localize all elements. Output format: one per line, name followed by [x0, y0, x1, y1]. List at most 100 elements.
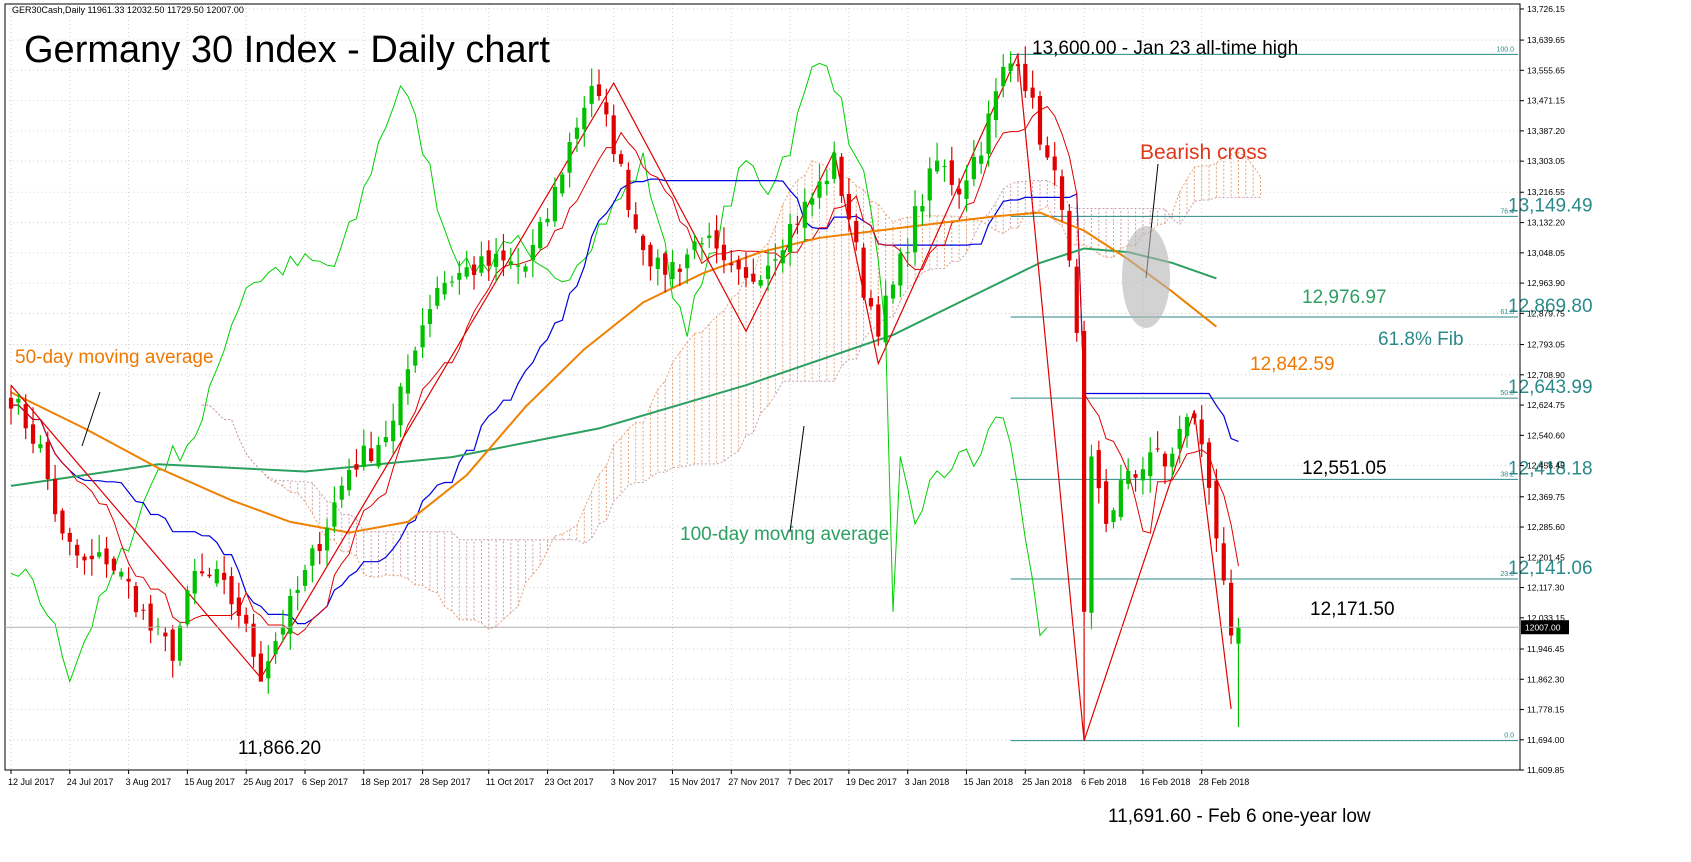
x-tick-label: 24 Jul 2017 — [67, 777, 114, 787]
y-tick-label: 13,216.55 — [1527, 187, 1565, 197]
candle-body — [810, 198, 815, 205]
candle-body — [846, 193, 851, 220]
candle-body — [721, 244, 727, 261]
current-price-box — [1521, 620, 1569, 635]
candle-body — [376, 444, 381, 467]
candle-body — [324, 527, 330, 551]
candle-body — [1170, 453, 1175, 467]
x-tick-label: 27 Nov 2017 — [728, 777, 779, 787]
annotation-kijun-value: 12,551.05 — [1302, 458, 1387, 479]
fib-level-value: 13,149.49 — [1508, 195, 1593, 216]
x-tick-label: 6 Sep 2017 — [302, 777, 348, 787]
x-tick-label: 3 Nov 2017 — [611, 777, 657, 787]
candle-body — [1126, 470, 1131, 484]
candle-body — [890, 284, 896, 299]
candle-body — [604, 102, 609, 115]
candle-body — [133, 586, 139, 613]
y-tick-label: 13,048.05 — [1527, 248, 1565, 258]
y-tick-label: 13,132.20 — [1527, 218, 1565, 228]
candle-body — [611, 115, 616, 155]
candle-body — [1074, 266, 1079, 333]
candle-body — [729, 263, 734, 266]
candle-body — [464, 267, 469, 277]
candle-body — [868, 298, 874, 307]
chart-title: Germany 30 Index - Daily chart — [24, 29, 550, 71]
candle-body — [427, 309, 433, 324]
candle-body — [832, 152, 837, 179]
candle-body — [391, 420, 396, 442]
candle-body — [222, 572, 227, 580]
candle-body — [82, 556, 87, 561]
candle-body — [1155, 448, 1160, 450]
fib-level-pct: 61.8 — [1500, 309, 1514, 316]
candle-body — [347, 469, 352, 491]
candle-body — [1214, 480, 1219, 539]
candle-body — [1015, 64, 1021, 67]
candle-body — [545, 218, 550, 223]
pointer-ma50 — [81, 391, 101, 447]
annotation-bearish-cross: Bearish cross — [1140, 141, 1267, 164]
tenkan-sen — [11, 105, 1239, 636]
axes: 13,726.15 13,639.65 13,555.65 13,471.15 13,3… — [4, 3, 1569, 787]
candle-body — [442, 282, 447, 295]
y-tick-label: 13,555.65 — [1527, 65, 1565, 75]
candle-body — [1037, 95, 1043, 145]
candle-body — [273, 641, 278, 655]
x-tick-label: 11 Oct 2017 — [486, 777, 534, 787]
candle-body — [302, 570, 308, 586]
x-tick-label: 25 Jan 2018 — [1022, 777, 1072, 787]
x-tick-label: 7 Dec 2017 — [787, 777, 833, 787]
candle-body — [927, 168, 932, 201]
candle-body — [979, 155, 984, 164]
candle-body — [670, 261, 675, 280]
y-tick-label: 13,639.65 — [1527, 35, 1565, 45]
candle-body — [920, 206, 925, 212]
candle-body — [280, 627, 286, 635]
candle-body — [1082, 331, 1087, 612]
candle-body — [839, 156, 844, 196]
y-tick-label: 11,778.15 — [1527, 705, 1564, 715]
candle-body — [75, 544, 80, 556]
candle-body — [435, 287, 440, 306]
y-tick-label: 11,609.85 — [1527, 765, 1564, 775]
candle-body — [1030, 87, 1035, 98]
candle-body — [1096, 450, 1101, 489]
candle-body — [1067, 210, 1072, 261]
fib-level-value: 12,141.06 — [1508, 558, 1593, 579]
candle-body — [89, 555, 94, 560]
annotation-ma100-value: 12,976.97 — [1302, 287, 1387, 308]
candle-body — [288, 595, 293, 634]
y-tick-label: 11,946.45 — [1527, 644, 1564, 654]
candle-body — [1111, 510, 1116, 523]
candle-body — [905, 252, 910, 254]
y-tick-label: 12,963.90 — [1527, 278, 1565, 288]
y-tick-label: 12,285.60 — [1527, 522, 1565, 532]
candle-body — [369, 448, 374, 462]
x-tick-label: 25 Aug 2017 — [243, 777, 294, 787]
candle-body — [192, 571, 197, 594]
candle-body — [942, 166, 947, 168]
candle-body — [912, 206, 918, 253]
fib-level-pct: 23.6 — [1500, 571, 1514, 578]
candle-body — [67, 532, 72, 542]
candle-body — [479, 256, 484, 273]
candle-body — [38, 444, 43, 449]
candle-body — [817, 181, 822, 198]
fib-level-pct: 0.0 — [1504, 733, 1514, 740]
candle-body — [648, 244, 653, 267]
candle-body — [596, 84, 602, 97]
x-tick-label: 15 Aug 2017 — [184, 777, 235, 787]
candle-body — [1008, 63, 1013, 71]
annotation-aug-low: 11,866.20 — [238, 738, 321, 759]
candle-body — [1001, 66, 1006, 87]
candle-body — [898, 253, 903, 286]
annotations: 13,600.00 - Jan 23 all-time high 11,691.6… — [15, 38, 1464, 827]
candle-body — [383, 437, 388, 443]
candle-body — [361, 445, 366, 468]
candle-body — [876, 304, 881, 337]
y-tick-label: 12,201.45 — [1527, 552, 1565, 562]
candle-body — [795, 223, 800, 225]
candle-body — [1221, 543, 1226, 581]
